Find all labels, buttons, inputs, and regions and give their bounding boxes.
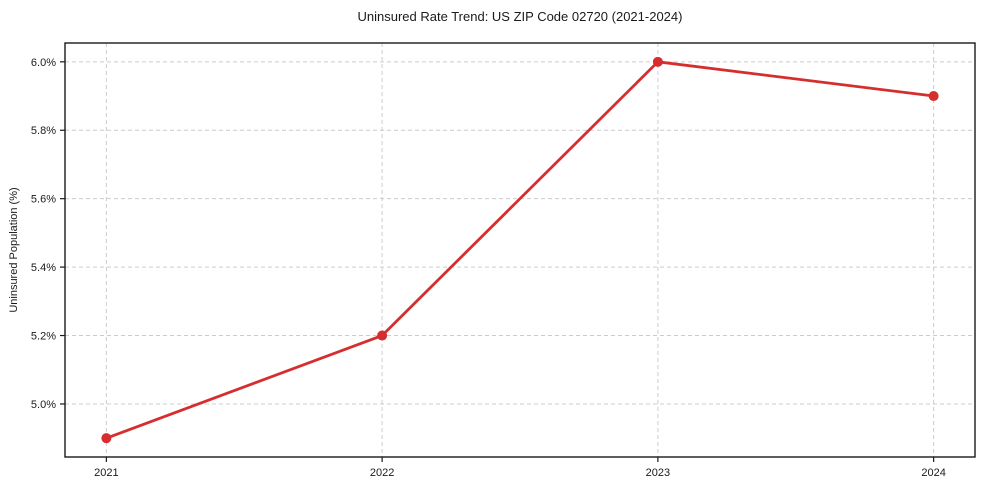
data-point-2022 (377, 330, 388, 341)
data-point-2024 (928, 91, 939, 102)
x-tick-label: 2024 (921, 467, 945, 479)
data-point-2021 (101, 433, 112, 444)
y-tick-label: 5.0% (31, 399, 56, 411)
y-tick-label: 5.4% (31, 262, 56, 274)
y-tick-label: 5.2% (31, 331, 56, 343)
trend-line (104, 60, 936, 440)
x-tick-label: 2023 (646, 467, 670, 479)
y-tick-label: 6.0% (31, 57, 56, 69)
data-point-2023 (652, 56, 663, 67)
x-tick-label: 2022 (370, 467, 394, 479)
y-tick-label: 5.6% (31, 194, 56, 206)
y-tick-label: 5.8% (31, 125, 56, 137)
plot-frame (64, 42, 976, 458)
x-tick-label: 2021 (94, 467, 118, 479)
chart-title: Uninsured Rate Trend: US ZIP Code 02720 … (357, 9, 683, 24)
